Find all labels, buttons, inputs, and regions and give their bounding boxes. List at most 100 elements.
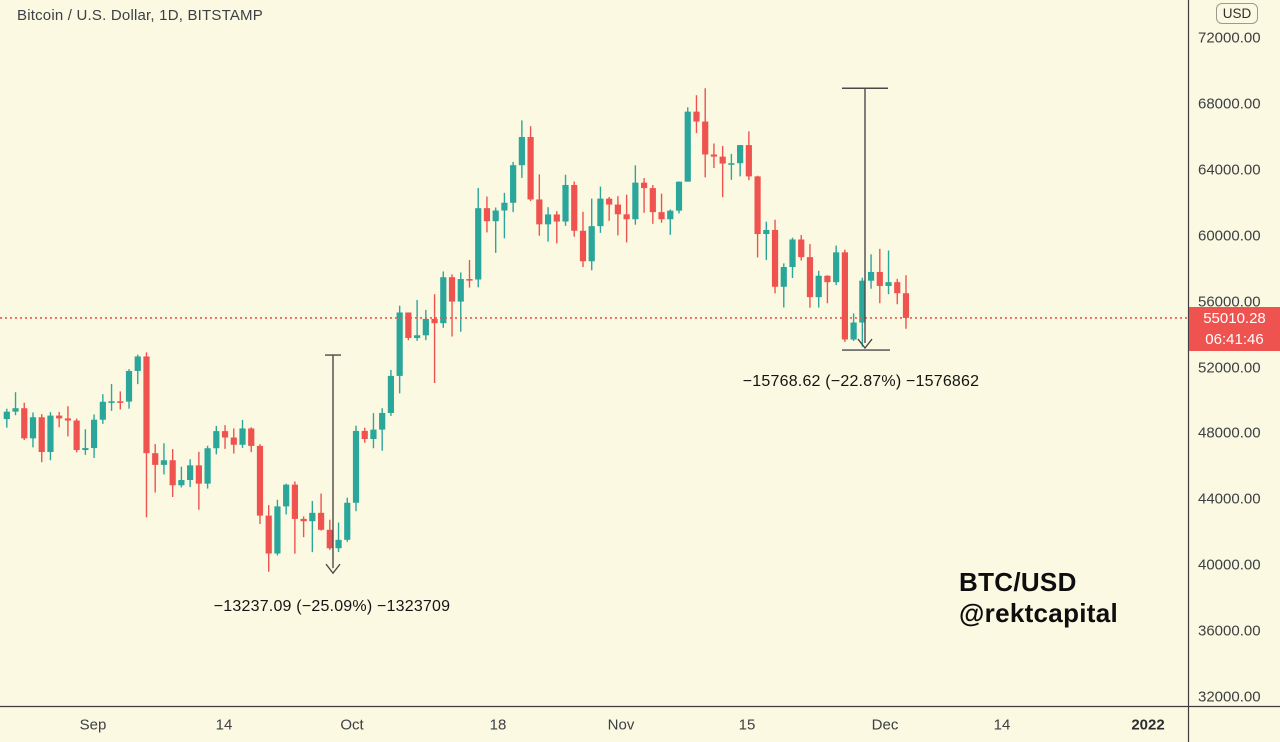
candle-body bbox=[850, 322, 857, 340]
candle-body bbox=[675, 181, 683, 211]
candle-body bbox=[824, 275, 831, 283]
candle-body bbox=[160, 460, 168, 465]
current-price-value: 55010.28 bbox=[1203, 309, 1266, 327]
price-tick-label: 48000.00 bbox=[1198, 424, 1261, 442]
time-tick-label: Oct bbox=[340, 716, 364, 733]
candle-body bbox=[152, 453, 159, 465]
time-tick-label: 14 bbox=[993, 716, 1011, 733]
time-tick-label: 14 bbox=[215, 716, 233, 733]
candle-body bbox=[125, 370, 133, 402]
price-tick-label: 60000.00 bbox=[1198, 227, 1261, 245]
candle-body bbox=[248, 428, 255, 446]
price-tick-label: 36000.00 bbox=[1198, 622, 1261, 640]
candle-body bbox=[239, 428, 246, 445]
candle-body bbox=[571, 184, 578, 231]
price-tick-label: 40000.00 bbox=[1198, 556, 1261, 574]
candle-body bbox=[64, 418, 72, 421]
price-tick-label: 68000.00 bbox=[1198, 95, 1261, 113]
candle-body bbox=[771, 229, 779, 287]
candle-body bbox=[108, 401, 115, 403]
candle-body bbox=[876, 271, 883, 286]
candle-body bbox=[658, 212, 665, 220]
candle-body bbox=[448, 277, 456, 302]
candle-body bbox=[187, 465, 194, 481]
time-tick-label: 18 bbox=[489, 716, 507, 733]
candle-body bbox=[649, 188, 656, 213]
candle-body bbox=[702, 121, 709, 155]
candle-body bbox=[553, 214, 560, 222]
candle-body bbox=[230, 437, 237, 445]
currency-toggle-button[interactable]: USD bbox=[1216, 3, 1258, 24]
candle-body bbox=[317, 512, 325, 530]
candle-body bbox=[134, 356, 141, 371]
current-price-tag: 55010.28 06:41:46 bbox=[1189, 306, 1280, 351]
candle-body bbox=[579, 230, 587, 262]
candle-body bbox=[833, 252, 840, 283]
measure-arrowhead bbox=[857, 338, 873, 350]
candle-body bbox=[841, 252, 848, 340]
candle-body bbox=[614, 204, 621, 215]
candle-body bbox=[99, 401, 106, 420]
candle-body bbox=[640, 182, 648, 189]
candle-body bbox=[518, 137, 525, 166]
candle-body bbox=[457, 279, 464, 302]
candle-body bbox=[440, 277, 447, 324]
candle-body bbox=[300, 518, 307, 522]
candle-body bbox=[763, 229, 770, 235]
candle-body bbox=[859, 280, 866, 323]
price-axis[interactable]: 72000.00 68000.00 64000.00 60000.00 56000.00… bbox=[1189, 0, 1280, 706]
candle-body bbox=[684, 111, 691, 182]
time-tick-label: 2022 bbox=[1131, 716, 1165, 733]
candle-body bbox=[422, 318, 429, 336]
candle-body bbox=[169, 460, 176, 486]
candle-body bbox=[82, 448, 89, 451]
candle-body bbox=[719, 156, 726, 164]
candle-body bbox=[265, 515, 272, 554]
candle-body bbox=[737, 145, 744, 164]
candle-body bbox=[728, 163, 735, 165]
candle-body bbox=[815, 275, 822, 298]
candle-body bbox=[894, 282, 901, 294]
candle-body bbox=[623, 214, 630, 220]
candle-body bbox=[91, 419, 98, 449]
candle-body bbox=[475, 208, 482, 280]
candle-body bbox=[414, 335, 421, 339]
measurement-label-1[interactable]: −13237.09 (−25.09%) −1323709 bbox=[213, 598, 451, 615]
candle-body bbox=[370, 429, 377, 440]
candle-body bbox=[12, 408, 19, 412]
candle-body bbox=[387, 375, 395, 413]
candle-body bbox=[544, 214, 552, 225]
candle-body bbox=[693, 111, 700, 122]
price-tick-label: 52000.00 bbox=[1198, 359, 1261, 376]
candle-body bbox=[867, 271, 875, 281]
candle-body bbox=[256, 445, 264, 516]
candle-body bbox=[492, 210, 499, 222]
candle-countdown: 06:41:46 bbox=[1205, 330, 1264, 348]
candle-body bbox=[536, 199, 543, 225]
candle-body bbox=[29, 417, 37, 439]
candle-body bbox=[710, 154, 718, 157]
candle-body bbox=[361, 430, 368, 440]
price-tick-label: 32000.00 bbox=[1198, 688, 1261, 706]
candle-body bbox=[466, 279, 473, 281]
candle-body bbox=[344, 502, 351, 540]
candle-body bbox=[745, 145, 752, 177]
candle-body bbox=[902, 293, 910, 318]
measurement-label-2[interactable]: −15768.62 (−22.87%) −1576862 bbox=[742, 373, 980, 390]
symbol-title: Bitcoin / U.S. Dollar, 1D, BITSTAMP bbox=[17, 7, 263, 24]
candle-body bbox=[309, 512, 316, 522]
candle-body bbox=[274, 506, 281, 554]
time-tick-label: Sep bbox=[79, 716, 107, 733]
time-axis[interactable]: Sep 14 Oct 18 Nov 15 Dec 14 2022 bbox=[0, 707, 1280, 742]
candle-body bbox=[38, 417, 45, 453]
candle-body bbox=[667, 210, 674, 220]
watermark-text[interactable]: BTC/USD @rektcapital bbox=[959, 567, 1118, 629]
watermark-symbol: BTC/USD bbox=[959, 567, 1077, 597]
candle-body bbox=[56, 415, 63, 419]
candle-body bbox=[431, 318, 438, 324]
candle-body bbox=[501, 202, 508, 211]
candle-body bbox=[632, 182, 639, 220]
candle-body bbox=[47, 415, 54, 453]
